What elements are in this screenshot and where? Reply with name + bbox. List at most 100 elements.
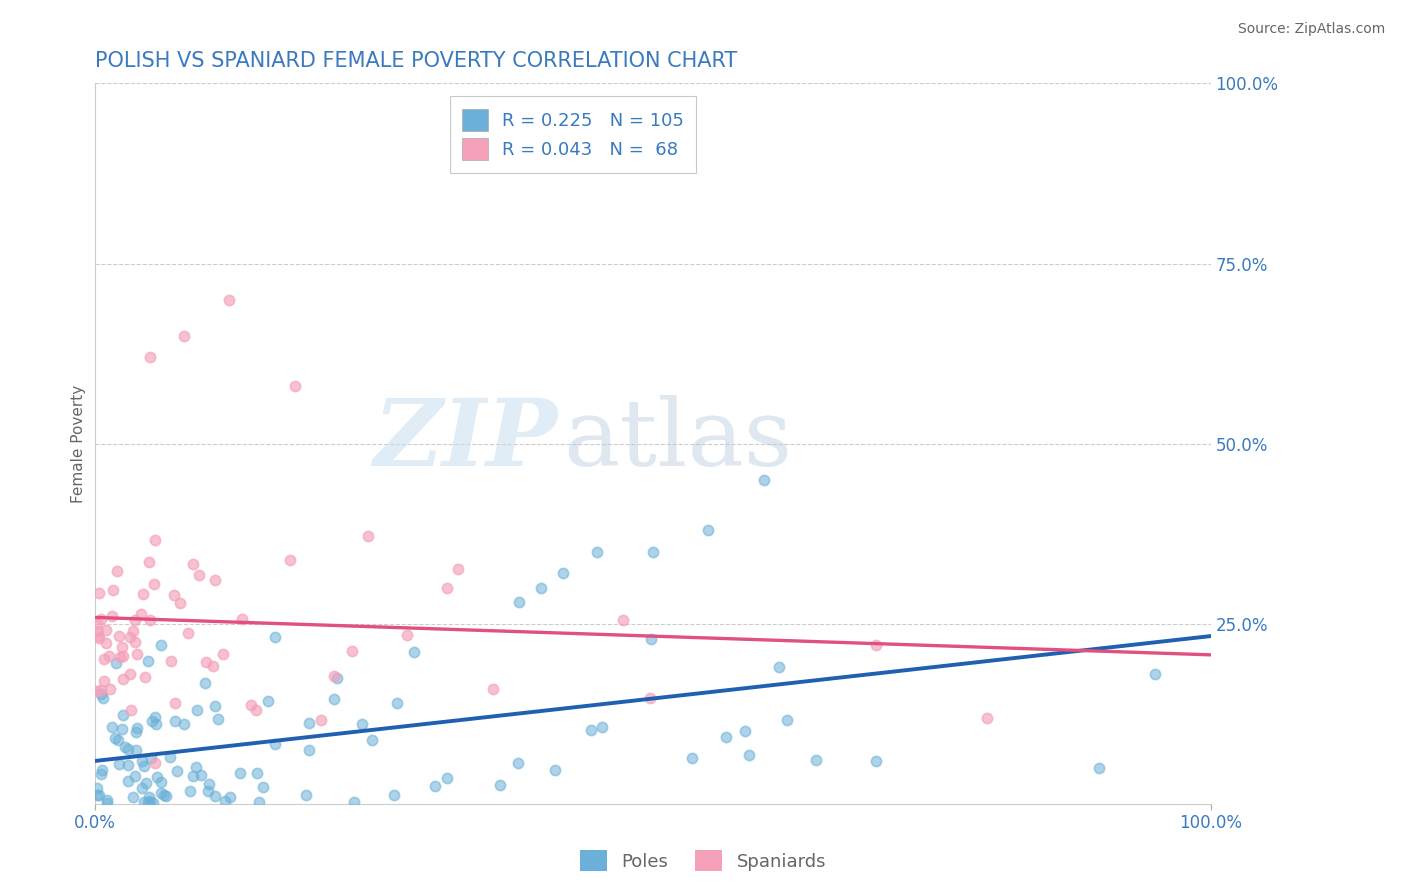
Point xyxy=(382,788,405,802)
Point xyxy=(111,640,134,654)
Point xyxy=(489,778,512,792)
Point xyxy=(143,756,166,770)
Legend: Poles, Spaniards: Poles, Spaniards xyxy=(572,843,834,879)
Point xyxy=(114,740,136,755)
Point xyxy=(231,612,253,626)
Point xyxy=(201,658,224,673)
Point xyxy=(118,630,141,644)
Point xyxy=(361,732,384,747)
Point xyxy=(278,553,301,567)
Point xyxy=(159,654,181,668)
Point xyxy=(640,632,662,646)
Point xyxy=(107,756,129,771)
Point xyxy=(264,630,287,644)
Point xyxy=(612,613,634,627)
Point xyxy=(754,473,776,487)
Point xyxy=(768,660,790,674)
Point xyxy=(118,667,141,681)
Point xyxy=(865,639,887,653)
Point xyxy=(229,765,252,780)
Point xyxy=(131,780,153,795)
Point xyxy=(169,596,191,610)
Point xyxy=(86,780,108,795)
Point xyxy=(218,293,240,307)
Point xyxy=(734,723,756,738)
Point xyxy=(163,588,186,602)
Point xyxy=(197,784,219,798)
Point xyxy=(396,627,419,641)
Point xyxy=(214,794,236,808)
Point xyxy=(425,779,447,793)
Point xyxy=(86,788,108,802)
Point xyxy=(252,780,274,795)
Point xyxy=(207,713,229,727)
Text: Source: ZipAtlas.com: Source: ZipAtlas.com xyxy=(1237,22,1385,37)
Point xyxy=(141,714,163,728)
Point xyxy=(187,568,209,582)
Point xyxy=(145,770,167,784)
Point xyxy=(105,564,128,578)
Point xyxy=(127,647,149,661)
Point xyxy=(155,789,177,803)
Point xyxy=(738,748,761,763)
Point xyxy=(183,557,205,571)
Point xyxy=(298,715,321,730)
Point xyxy=(104,731,127,746)
Point xyxy=(132,795,155,809)
Point xyxy=(714,730,737,744)
Point xyxy=(120,702,142,716)
Point xyxy=(204,789,226,803)
Point xyxy=(105,656,128,670)
Point xyxy=(245,703,267,717)
Point xyxy=(322,669,344,683)
Point xyxy=(124,769,146,783)
Point xyxy=(131,754,153,768)
Point xyxy=(204,573,226,587)
Point xyxy=(198,777,221,791)
Point xyxy=(585,545,607,559)
Point xyxy=(90,767,112,781)
Point xyxy=(139,613,162,627)
Point xyxy=(101,720,124,734)
Point xyxy=(506,756,529,770)
Point xyxy=(122,790,145,805)
Point xyxy=(173,328,195,343)
Point xyxy=(112,673,135,687)
Point xyxy=(89,631,111,645)
Point xyxy=(298,743,321,757)
Point xyxy=(93,652,115,666)
Point xyxy=(90,612,112,626)
Text: atlas: atlas xyxy=(564,395,793,485)
Point xyxy=(97,649,120,664)
Point xyxy=(340,644,363,658)
Point xyxy=(94,636,117,650)
Point xyxy=(284,379,307,393)
Point xyxy=(96,623,118,637)
Point xyxy=(322,691,344,706)
Point xyxy=(186,703,208,717)
Point xyxy=(247,795,270,809)
Point xyxy=(184,760,207,774)
Point xyxy=(132,587,155,601)
Point xyxy=(195,655,218,669)
Point xyxy=(352,716,374,731)
Point xyxy=(1088,761,1111,775)
Point xyxy=(117,741,139,756)
Point xyxy=(86,629,108,643)
Point xyxy=(163,714,186,728)
Point xyxy=(91,691,114,706)
Point xyxy=(246,765,269,780)
Point xyxy=(159,749,181,764)
Point xyxy=(149,639,172,653)
Point xyxy=(402,645,425,659)
Point xyxy=(143,710,166,724)
Point xyxy=(135,776,157,790)
Point xyxy=(139,350,162,364)
Point xyxy=(152,788,174,802)
Point xyxy=(90,683,112,698)
Point xyxy=(295,788,318,802)
Point xyxy=(134,758,156,772)
Point xyxy=(776,713,799,727)
Legend: R = 0.225   N = 105, R = 0.043   N =  68: R = 0.225 N = 105, R = 0.043 N = 68 xyxy=(450,96,696,172)
Point xyxy=(89,788,111,802)
